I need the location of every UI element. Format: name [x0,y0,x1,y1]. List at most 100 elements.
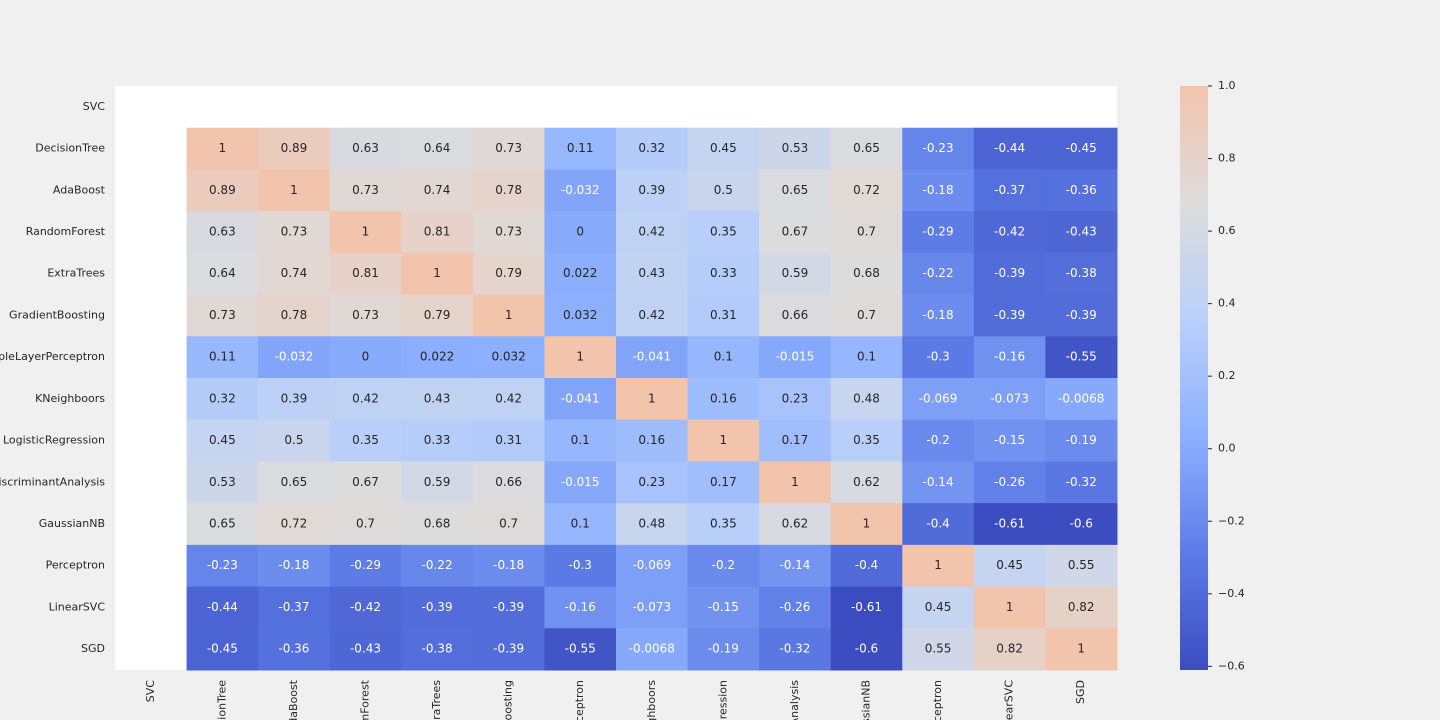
cell [616,336,689,379]
cell-label: 0.62 [782,517,809,531]
cell-label: -0.29 [923,225,954,239]
cell [973,378,1046,421]
y-tick-label: Perceptron [46,559,105,572]
y-tick-label: MultipleLayerPerceptron [0,350,105,363]
cell-label: 1 [1006,600,1014,614]
cell [1045,211,1118,254]
cell-label: -0.2 [926,433,949,447]
cell [616,252,689,296]
cell [687,336,760,379]
y-tick-label: RandomForest [26,225,106,238]
cell [1045,503,1118,546]
x-tick-label: LinearSVC [1003,680,1016,720]
cell [1045,169,1118,212]
cell [329,628,402,671]
x-tick-label: LogisticRegression [716,680,729,720]
cell-label: 0.45 [925,600,952,614]
cell-label: 1 [720,433,728,447]
cell [759,336,832,379]
cell [616,628,689,671]
y-tick-label: LogisticRegression [3,434,105,447]
cell [1045,252,1118,296]
cell [329,419,402,462]
cell [472,211,545,254]
cell-label: -0.15 [708,600,739,614]
y-tick-label: SGD [81,642,105,655]
cell [472,419,545,462]
cell-label: 0.73 [352,183,379,197]
cell [544,503,617,546]
cell-label: 0.78 [495,183,522,197]
cell [186,628,259,671]
cell [687,294,760,337]
cell-label: 0.72 [281,517,308,531]
cell [401,169,474,212]
cell-label: 0.032 [491,350,525,364]
cell [258,294,331,337]
cell [258,127,331,170]
cell-label: 0.11 [209,350,236,364]
cell [258,461,331,504]
cell-label: 0.67 [352,475,379,489]
cell-label: 0.7 [499,517,518,531]
cell [544,461,617,504]
cell-label: -0.38 [422,642,453,656]
cell [616,586,689,629]
cell [830,503,903,546]
cell [830,419,903,462]
cell [258,586,331,629]
cell-label: -0.42 [350,600,381,614]
cell-label: 0 [362,350,370,364]
cell [401,628,474,671]
cell-label: 0.45 [996,558,1023,572]
cell-label: 1 [290,183,298,197]
cell-label: 0.35 [710,225,737,239]
cell [759,628,832,671]
cell-label: 0.79 [495,266,522,280]
cell [830,252,903,296]
y-tick-label: LinearSVC [49,600,106,613]
cell [902,461,975,504]
cell [186,503,259,546]
cell [544,586,617,629]
cell [687,586,760,629]
cell [472,336,545,379]
cell [902,628,975,671]
cell-label: 0.1 [571,517,590,531]
cell-label: 0.59 [424,475,451,489]
cell [830,169,903,212]
x-tick-label: KNeighboors [645,680,658,720]
cell [329,461,402,504]
cell [329,336,402,379]
cell [687,127,760,170]
cell [759,419,832,462]
cell [687,628,760,671]
cell [544,419,617,462]
cell-label: -0.015 [561,475,600,489]
cell-label: 0.16 [710,391,737,405]
cell [401,503,474,546]
x-tick-label: Perceptron [931,680,944,720]
cell-label: 1 [505,308,513,322]
cell-label: -0.16 [565,600,596,614]
cell-label: 0.032 [563,308,597,322]
x-tick-label: RandomForest [359,679,372,720]
cell-label: 1 [791,475,799,489]
cell-label: 0.17 [710,475,737,489]
cell-label: 1 [433,266,441,280]
cell-label: -0.0068 [629,642,675,656]
cell-label: 0.73 [495,225,522,239]
cell-label: 0.65 [281,475,308,489]
cell [401,336,474,379]
cell-label: -0.26 [994,475,1025,489]
cell-label: 0.43 [638,266,665,280]
cell-label: 1 [1077,642,1085,656]
cell [544,211,617,254]
cell [1045,336,1118,379]
cell [759,544,832,588]
cell-label: 0.42 [638,225,665,239]
cell-label: 0.64 [209,266,236,280]
y-tick-label: SVC [83,100,106,113]
cell [830,294,903,337]
